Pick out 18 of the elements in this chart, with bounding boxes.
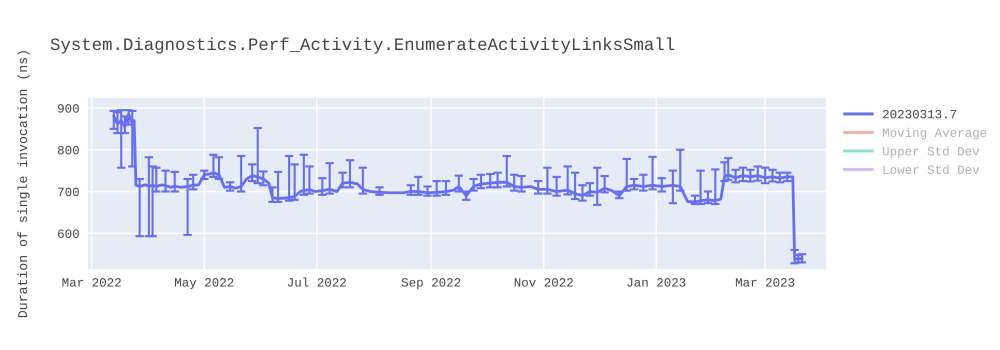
y-tick-label: 600 (58, 229, 79, 238)
legend-label: Lower Std Dev (884, 164, 980, 174)
x-tick-label: Nov 2022 (514, 278, 573, 287)
legend-label: Moving Average (882, 128, 986, 140)
y-tick-label: 700 (58, 188, 79, 196)
x-tick-label: Jan 2023 (627, 278, 686, 287)
chart-title: System.Diagnostics.Perf_Activity.EnumerateActivityLinksSmall (50, 37, 674, 54)
x-tick-label: Jul 2022 (288, 277, 346, 287)
y-axis-title: Duration of single invocation (ns) (17, 51, 30, 318)
y-tick-label: 900 (58, 104, 79, 113)
legend-label: Upper Std Dev (882, 146, 980, 158)
y-tick-label: 800 (58, 146, 79, 154)
x-tick-label: Sep 2022 (402, 278, 460, 290)
x-tick-label: Mar 2023 (736, 278, 794, 287)
line-series (112, 112, 804, 261)
x-tick-label: May 2022 (175, 278, 234, 290)
legend-label: 20230313.7 (883, 110, 956, 118)
x-tick-label: Mar 2022 (62, 278, 121, 287)
